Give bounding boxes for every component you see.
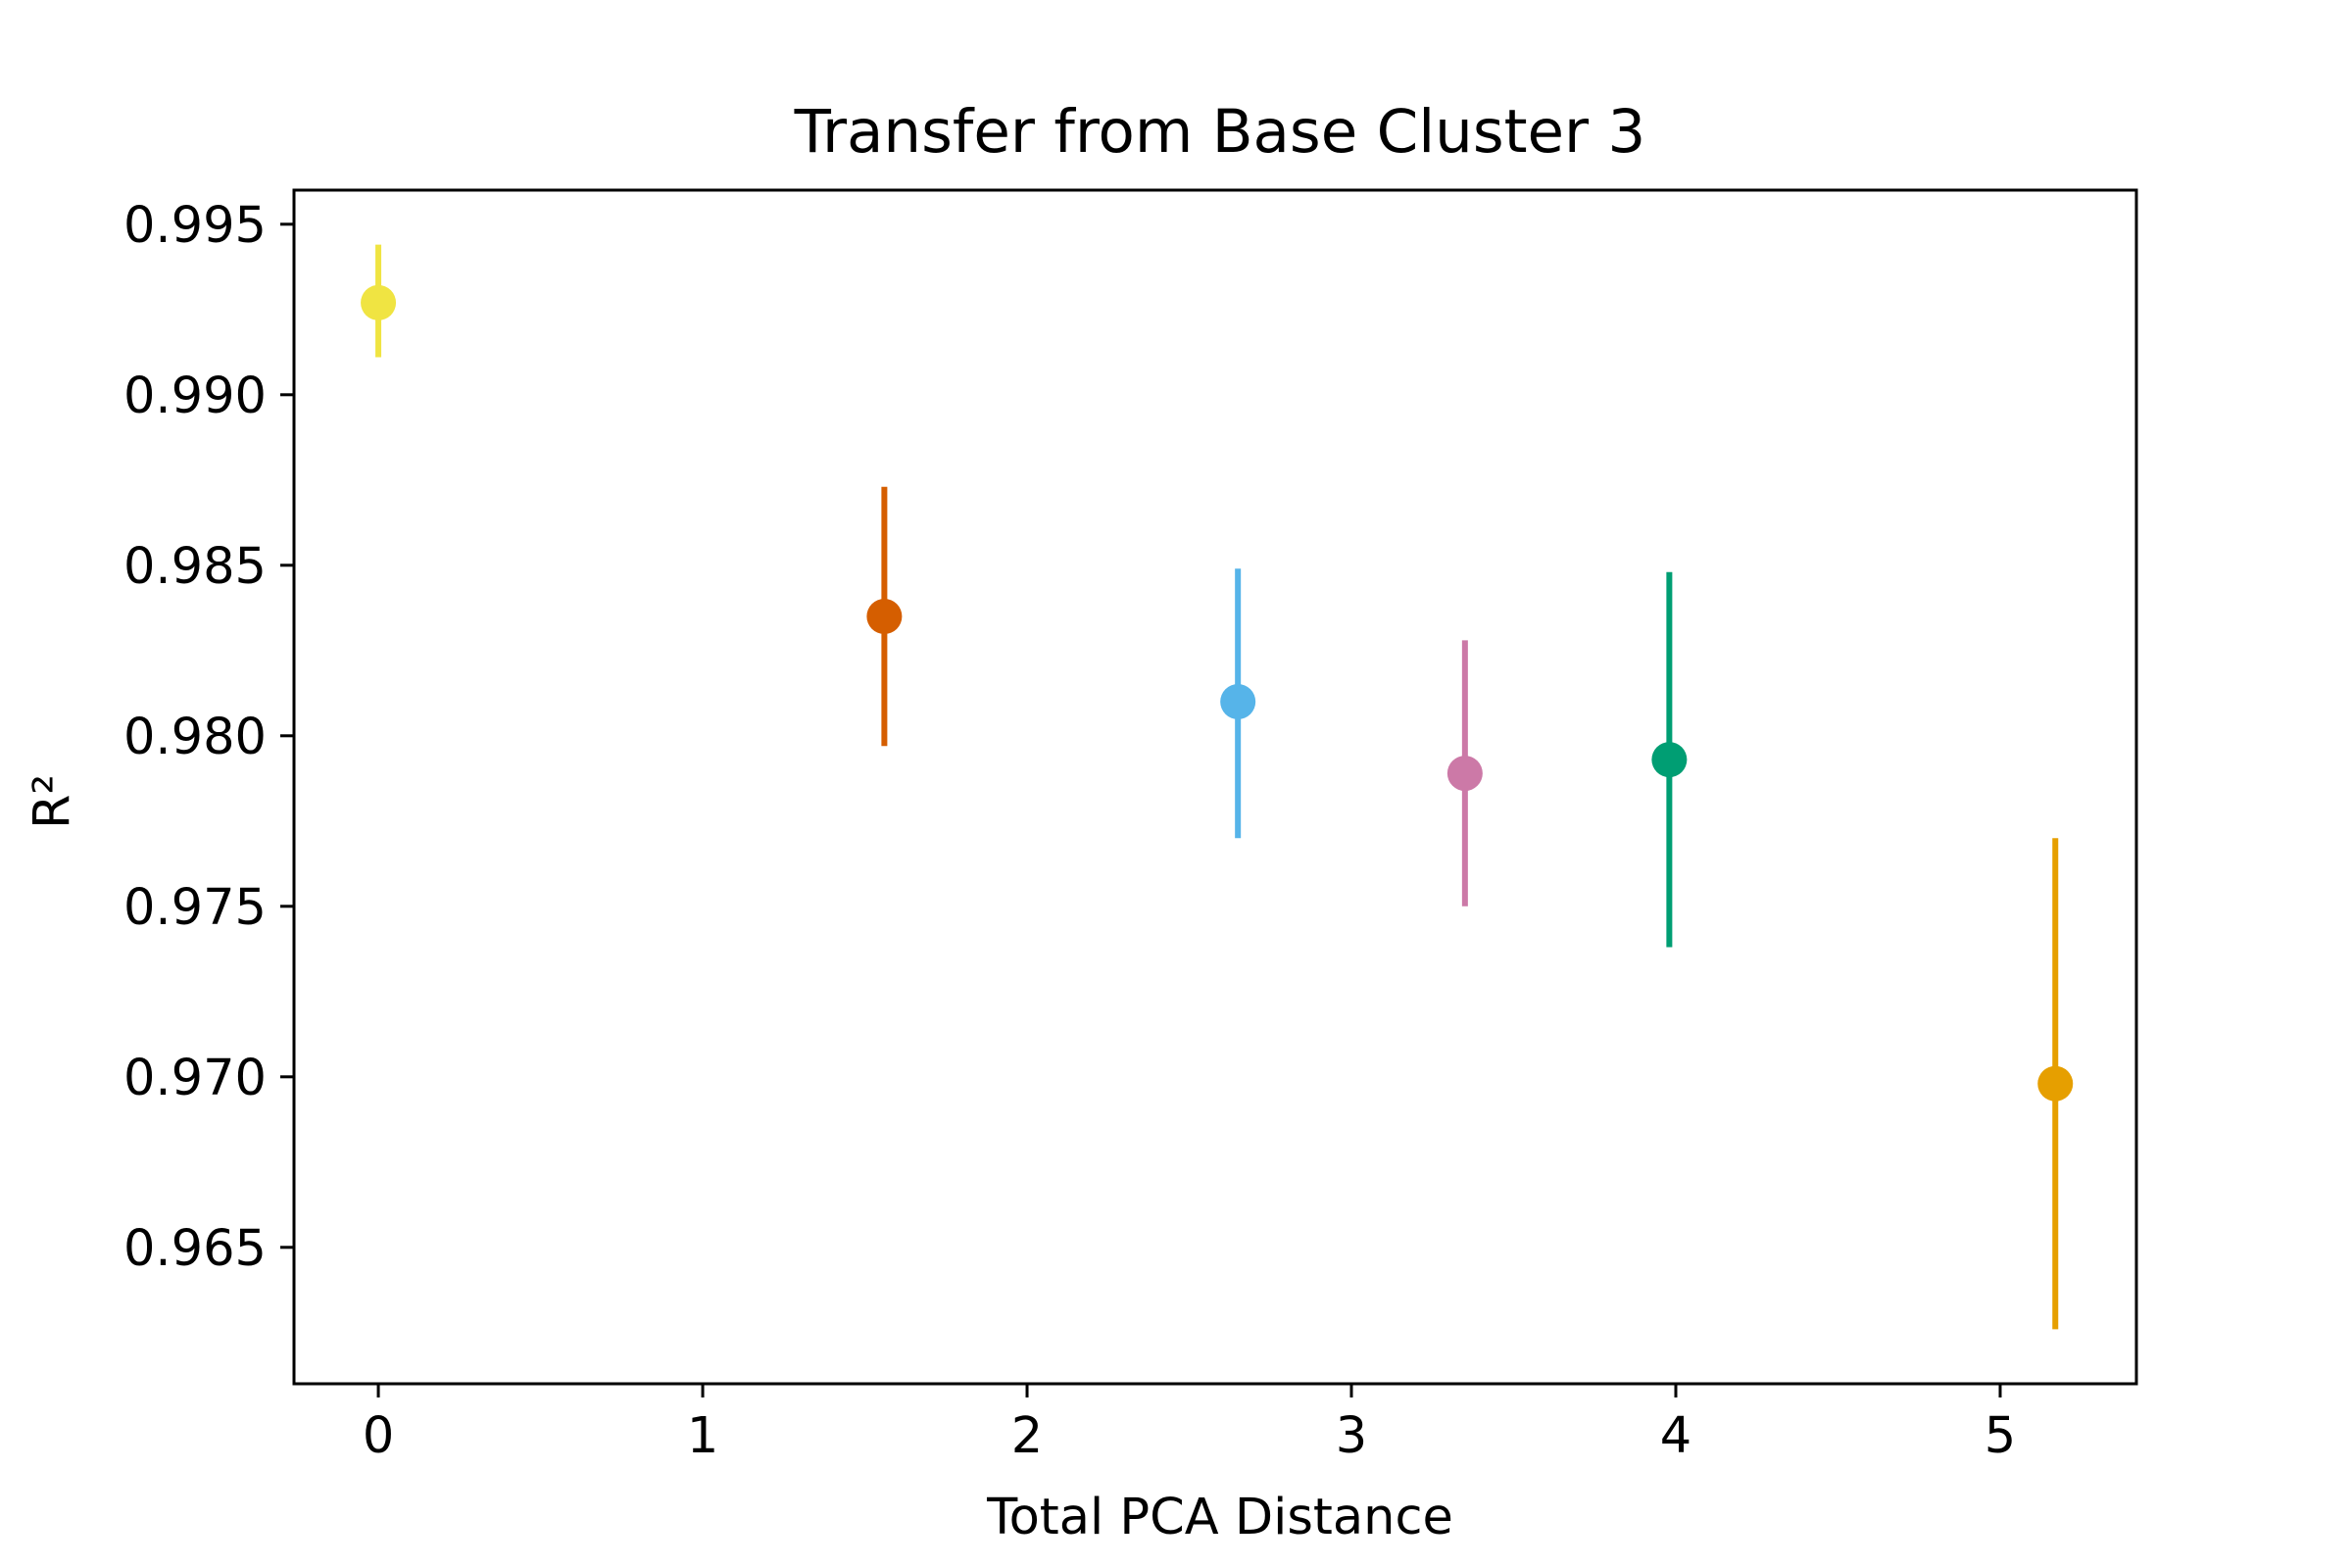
y-axis: 0.965 0.970 0.975 0.980 0.985 0.990 0.995 bbox=[123, 197, 294, 1278]
data-point bbox=[1220, 684, 1256, 719]
y-tick-label: 0.980 bbox=[123, 709, 267, 766]
x-axis-label: Total PCA Distance bbox=[986, 1489, 1453, 1546]
y-tick-label: 0.985 bbox=[123, 538, 267, 596]
x-tick-label: 2 bbox=[1011, 1407, 1043, 1465]
x-tick-label: 4 bbox=[1660, 1407, 1691, 1465]
x-tick-label: 0 bbox=[363, 1407, 394, 1465]
y-tick-label: 0.970 bbox=[123, 1050, 267, 1107]
y-tick-label: 0.975 bbox=[123, 879, 267, 937]
plot-frame bbox=[292, 188, 2138, 1386]
data-point bbox=[1651, 742, 1688, 778]
data-point bbox=[866, 599, 903, 634]
data-points bbox=[361, 244, 2074, 1330]
data-point bbox=[1446, 756, 1483, 792]
y-axis-label: R² bbox=[24, 774, 81, 829]
y-tick-label: 0.995 bbox=[123, 197, 267, 255]
x-tick-label: 5 bbox=[1984, 1407, 2016, 1465]
data-point bbox=[361, 284, 397, 320]
x-tick-label: 1 bbox=[687, 1407, 718, 1465]
chart-title: Transfer from Base Cluster 3 bbox=[794, 97, 1646, 167]
y-tick-label: 0.965 bbox=[123, 1220, 267, 1278]
x-axis: 0 1 2 3 4 5 bbox=[363, 1384, 2016, 1465]
data-point bbox=[2037, 1065, 2074, 1102]
plot-area bbox=[292, 188, 2138, 1386]
y-tick-label: 0.990 bbox=[123, 368, 267, 425]
x-tick-label: 3 bbox=[1336, 1407, 1367, 1465]
